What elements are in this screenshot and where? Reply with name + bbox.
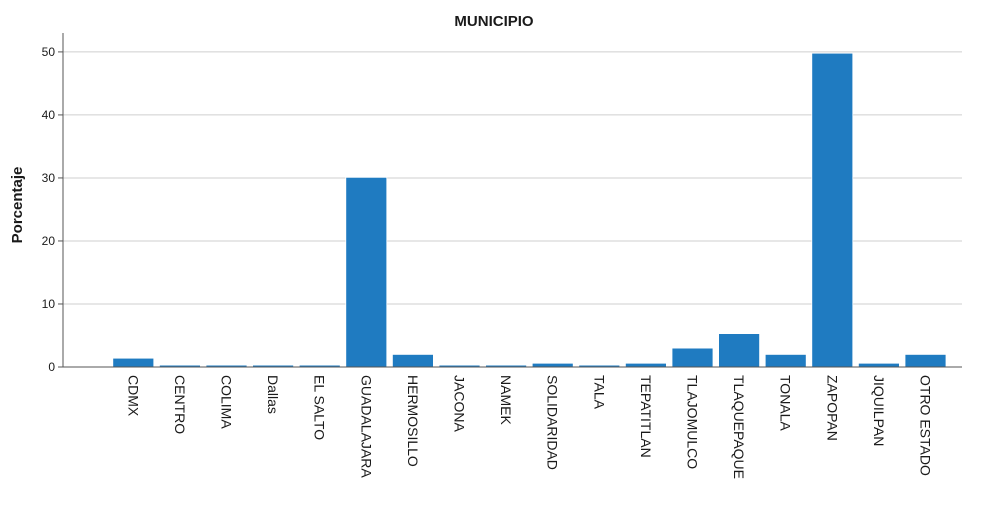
chart-title: MUNICIPIO — [454, 13, 534, 30]
y-tick-label: 20 — [42, 234, 56, 248]
x-tick-label: GUADALAJARA — [358, 375, 374, 478]
bar-hermosillo — [391, 353, 434, 368]
x-tick-label: JIQUILPAN — [871, 375, 887, 446]
bar-tonala — [764, 353, 807, 368]
x-tick-label: COLIMA — [219, 375, 235, 429]
x-tick-label: TEPATITLAN — [638, 375, 654, 458]
y-axis-label: Porcentaje — [9, 167, 26, 244]
y-tick-label: 30 — [42, 171, 56, 185]
bar-tlajomulco — [671, 347, 714, 368]
axes — [62, 33, 962, 368]
y-tick-label: 50 — [42, 45, 56, 59]
x-tick-label: ZAPOPAN — [824, 375, 840, 441]
x-tick-label: HERMOSILLO — [405, 375, 421, 467]
bar-cdmx — [112, 357, 155, 368]
y-tick-label: 40 — [42, 108, 56, 122]
bar-guadalajara — [345, 176, 388, 368]
bar-tlaquepaque — [718, 333, 760, 368]
bar-tepatitlan — [625, 362, 667, 368]
x-tick-label: TALA — [591, 375, 607, 410]
y-tick-labels: 0 10 20 30 40 50 — [42, 45, 63, 374]
y-tick-label: 0 — [48, 360, 55, 374]
bars — [112, 52, 947, 368]
x-tick-label: TLAJOMULCO — [685, 375, 701, 469]
x-tick-label: SOLIDARIDAD — [545, 375, 561, 470]
x-tick-label: CDMX — [125, 375, 141, 417]
x-tick-label: OTRO ESTADO — [918, 375, 934, 476]
x-tick-label: EL SALTO — [312, 375, 328, 440]
x-tick-label: TONALA — [778, 375, 794, 431]
x-tick-label: Dallas — [265, 375, 281, 414]
bar-zapopan — [811, 52, 854, 368]
bar-otro-estado — [904, 353, 947, 368]
x-tick-label: NAMEK — [498, 375, 514, 425]
bar-solidaridad — [531, 362, 574, 368]
x-tick-labels: CDMX CENTRO COLIMA Dallas EL SALTO GUADALAJAR… — [125, 375, 933, 479]
bar-jiquilpan — [858, 362, 900, 368]
x-tick-label: CENTRO — [172, 375, 188, 434]
x-tick-label: TLAQUEPAQUE — [731, 375, 747, 479]
y-tick-label: 10 — [42, 297, 56, 311]
x-tick-label: JACONA — [452, 375, 468, 432]
